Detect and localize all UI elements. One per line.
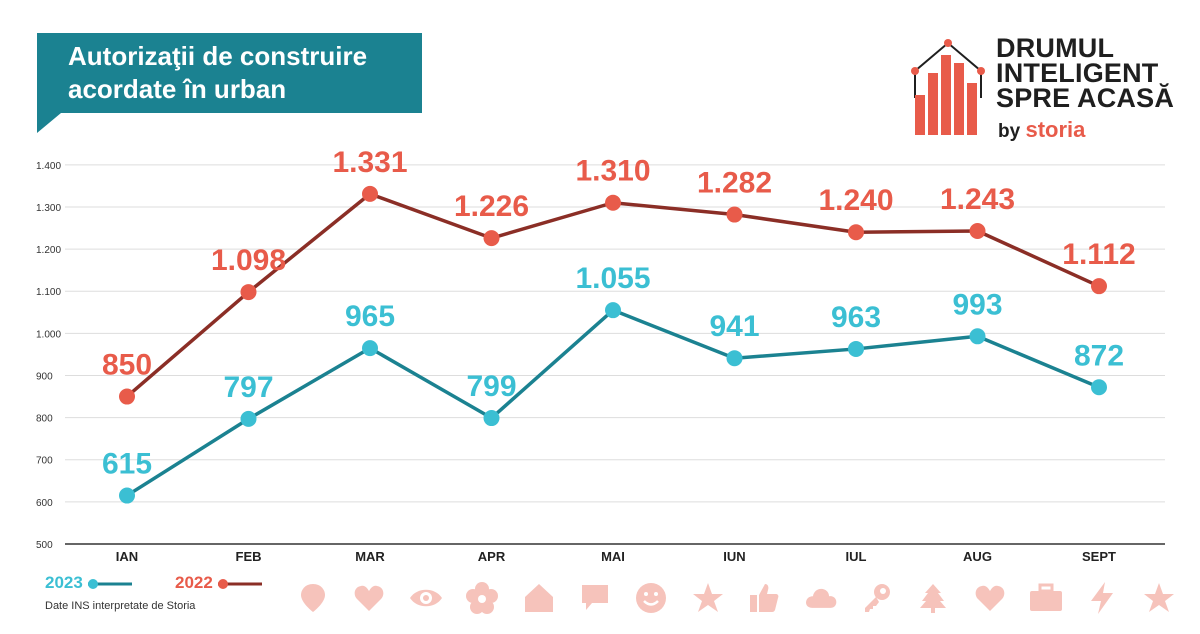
data-point-2022 <box>240 284 257 301</box>
x-tick-label: IUL <box>846 549 867 564</box>
data-point-2023 <box>240 410 257 427</box>
pin-icon <box>296 581 330 615</box>
key-icon <box>860 581 894 615</box>
legend-swatch-2022 <box>217 578 262 589</box>
data-label-2022: 1.331 <box>332 146 407 179</box>
smiley-icon <box>634 581 668 615</box>
data-point-2023 <box>1091 379 1107 396</box>
data-label-2022: 1.243 <box>940 183 1015 216</box>
data-label-2023: 797 <box>223 371 273 404</box>
y-tick-label: 1.300 <box>36 203 61 214</box>
heart-icon <box>352 581 386 615</box>
data-point-2022 <box>119 388 135 405</box>
tree-icon <box>916 581 950 615</box>
x-tick-label: MAR <box>355 549 385 564</box>
lightning-icon <box>1085 581 1119 615</box>
data-label-2022: 1.098 <box>211 244 286 277</box>
data-label-2022: 1.282 <box>697 167 772 200</box>
data-point-2022 <box>726 206 743 223</box>
x-tick-label: MAI <box>601 549 625 564</box>
data-label-2022: 1.310 <box>575 155 650 188</box>
y-tick-label: 800 <box>36 414 53 425</box>
brand-by-text: by <box>998 121 1021 142</box>
data-label-2022: 850 <box>102 349 152 382</box>
y-tick-label: 1.400 <box>36 161 61 172</box>
data-label-2023: 965 <box>345 300 395 333</box>
data-point-2023 <box>726 350 743 367</box>
data-point-2023 <box>119 487 135 504</box>
y-tick-label: 900 <box>36 371 53 382</box>
brand-wordmark: DRUMUL INTELIGENT SPRE ACASĂ <box>996 33 1175 113</box>
legend-swatch-2023 <box>87 578 132 589</box>
brand-storia: storia <box>1025 117 1086 142</box>
y-tick-label: 1.100 <box>36 287 61 298</box>
cloud-icon <box>804 581 838 615</box>
data-point-2022 <box>969 222 986 239</box>
legend-item-2023: 2023 <box>45 573 138 593</box>
chart-title: Autorizaţii de construire acordate în ur… <box>68 41 368 104</box>
thumbs-up-icon <box>747 581 781 615</box>
data-point-2023 <box>362 340 378 357</box>
star-icon <box>691 581 725 615</box>
brand-logo-icon <box>911 39 985 135</box>
x-tick-label: AUG <box>963 549 992 564</box>
legend-label-2022: 2022 <box>175 573 213 592</box>
legend-item-2022: 2022 <box>175 573 268 593</box>
data-point-2022 <box>848 224 864 241</box>
source-note: Date INS interpretate de Storia <box>45 600 196 612</box>
brand-by: by storia <box>998 117 1085 143</box>
y-tick-label: 500 <box>36 540 53 551</box>
data-point-2023 <box>605 302 621 319</box>
heart-icon <box>973 581 1007 615</box>
data-label-2023: 872 <box>1074 339 1124 372</box>
brand-line-1: DRUMUL <box>996 33 1115 63</box>
decorative-icon-row <box>296 578 1176 618</box>
data-label-2022: 1.226 <box>454 190 529 223</box>
chat-icon <box>578 581 612 615</box>
y-tick-label: 600 <box>36 498 53 509</box>
data-label-2022: 1.240 <box>818 184 893 217</box>
briefcase-icon <box>1029 581 1063 615</box>
data-point-2022 <box>362 185 378 202</box>
x-tick-label: IUN <box>723 549 745 564</box>
data-point-2023 <box>969 328 986 345</box>
title-banner-fold <box>37 113 61 133</box>
x-tick-label: FEB <box>236 549 262 564</box>
y-tick-label: 1.000 <box>36 329 61 340</box>
x-tick-label: APR <box>478 549 506 564</box>
eye-icon <box>409 581 443 615</box>
y-tick-label: 700 <box>36 456 53 467</box>
flower-icon <box>465 581 499 615</box>
legend-label-2023: 2023 <box>45 573 83 592</box>
data-point-2022 <box>483 230 500 247</box>
house-icon <box>522 581 556 615</box>
data-point-2023 <box>848 340 864 357</box>
data-point-2022 <box>605 194 621 211</box>
x-tick-label: IAN <box>116 549 138 564</box>
brand-line-3: SPRE ACASĂ <box>996 83 1175 113</box>
data-label-2023: 615 <box>102 448 152 481</box>
data-label-2023: 993 <box>952 288 1002 321</box>
data-point-2022 <box>1091 278 1107 295</box>
data-label-2023: 963 <box>831 301 881 334</box>
y-tick-label: 1.200 <box>36 245 61 256</box>
title-banner <box>37 33 422 113</box>
brand-line-2: INTELIGENT <box>996 58 1159 88</box>
data-label-2022: 1.112 <box>1062 238 1135 271</box>
data-label-2023: 941 <box>709 310 759 343</box>
data-point-2023 <box>483 410 500 427</box>
data-label-2023: 1.055 <box>575 262 650 295</box>
star-icon <box>1142 581 1176 615</box>
x-tick-label: SEPT <box>1082 549 1116 564</box>
data-label-2023: 799 <box>466 370 516 403</box>
